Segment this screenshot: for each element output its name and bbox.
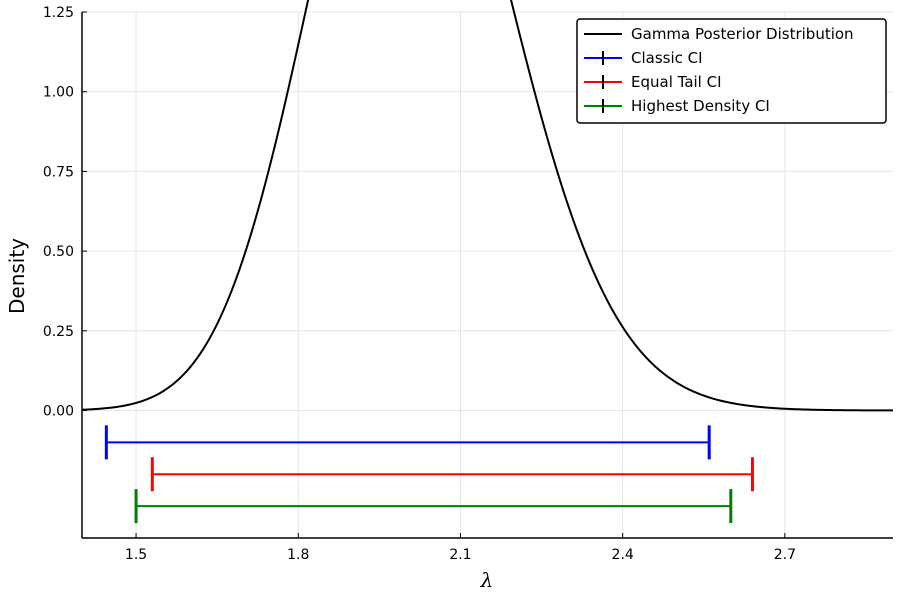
- x-tick-label: 1.5: [125, 547, 147, 563]
- y-tick-label: 1.25: [43, 5, 74, 21]
- legend-entry-3: Equal Tail CI: [584, 73, 722, 91]
- density-curve: [81, 0, 894, 412]
- legend: Gamma Posterior Distribution Classic CI Eq…: [576, 18, 887, 124]
- interval-1: [104, 425, 711, 460]
- x-tick-label: 2.7: [774, 547, 796, 563]
- y-axis-label: Density: [5, 238, 29, 314]
- x-axis-label: λ: [480, 568, 494, 592]
- interval-3: [134, 489, 733, 524]
- legend-entry-2: Classic CI: [584, 49, 703, 67]
- x-tick-label: 2.4: [612, 547, 634, 563]
- axes: [81, 11, 893, 539]
- y-tick-label: 0.00: [43, 403, 74, 419]
- legend-entry-4: Highest Density CI: [584, 97, 770, 115]
- y-tick-label: 0.75: [43, 164, 74, 180]
- legend-label: Highest Density CI: [631, 97, 770, 115]
- interval-2: [150, 457, 754, 492]
- legend-label: Equal Tail CI: [631, 73, 722, 91]
- legend-box: [576, 18, 887, 124]
- y-tick-label: 0.25: [43, 324, 74, 340]
- tick-labels: 1.5 1.8 2.1 2.4 2.7 0.00 0.25 0.50 0.75 1.00 1.25: [43, 5, 796, 563]
- x-tick-label: 2.1: [449, 547, 471, 563]
- y-tick-label: 1.00: [43, 85, 74, 101]
- legend-label: Gamma Posterior Distribution: [631, 25, 854, 43]
- legend-entry-1: Gamma Posterior Distribution: [584, 25, 854, 43]
- plot-data: [81, 0, 894, 524]
- legend-label: Classic CI: [631, 49, 703, 67]
- x-tick-label: 1.8: [287, 547, 309, 563]
- y-tick-label: 0.50: [43, 244, 74, 260]
